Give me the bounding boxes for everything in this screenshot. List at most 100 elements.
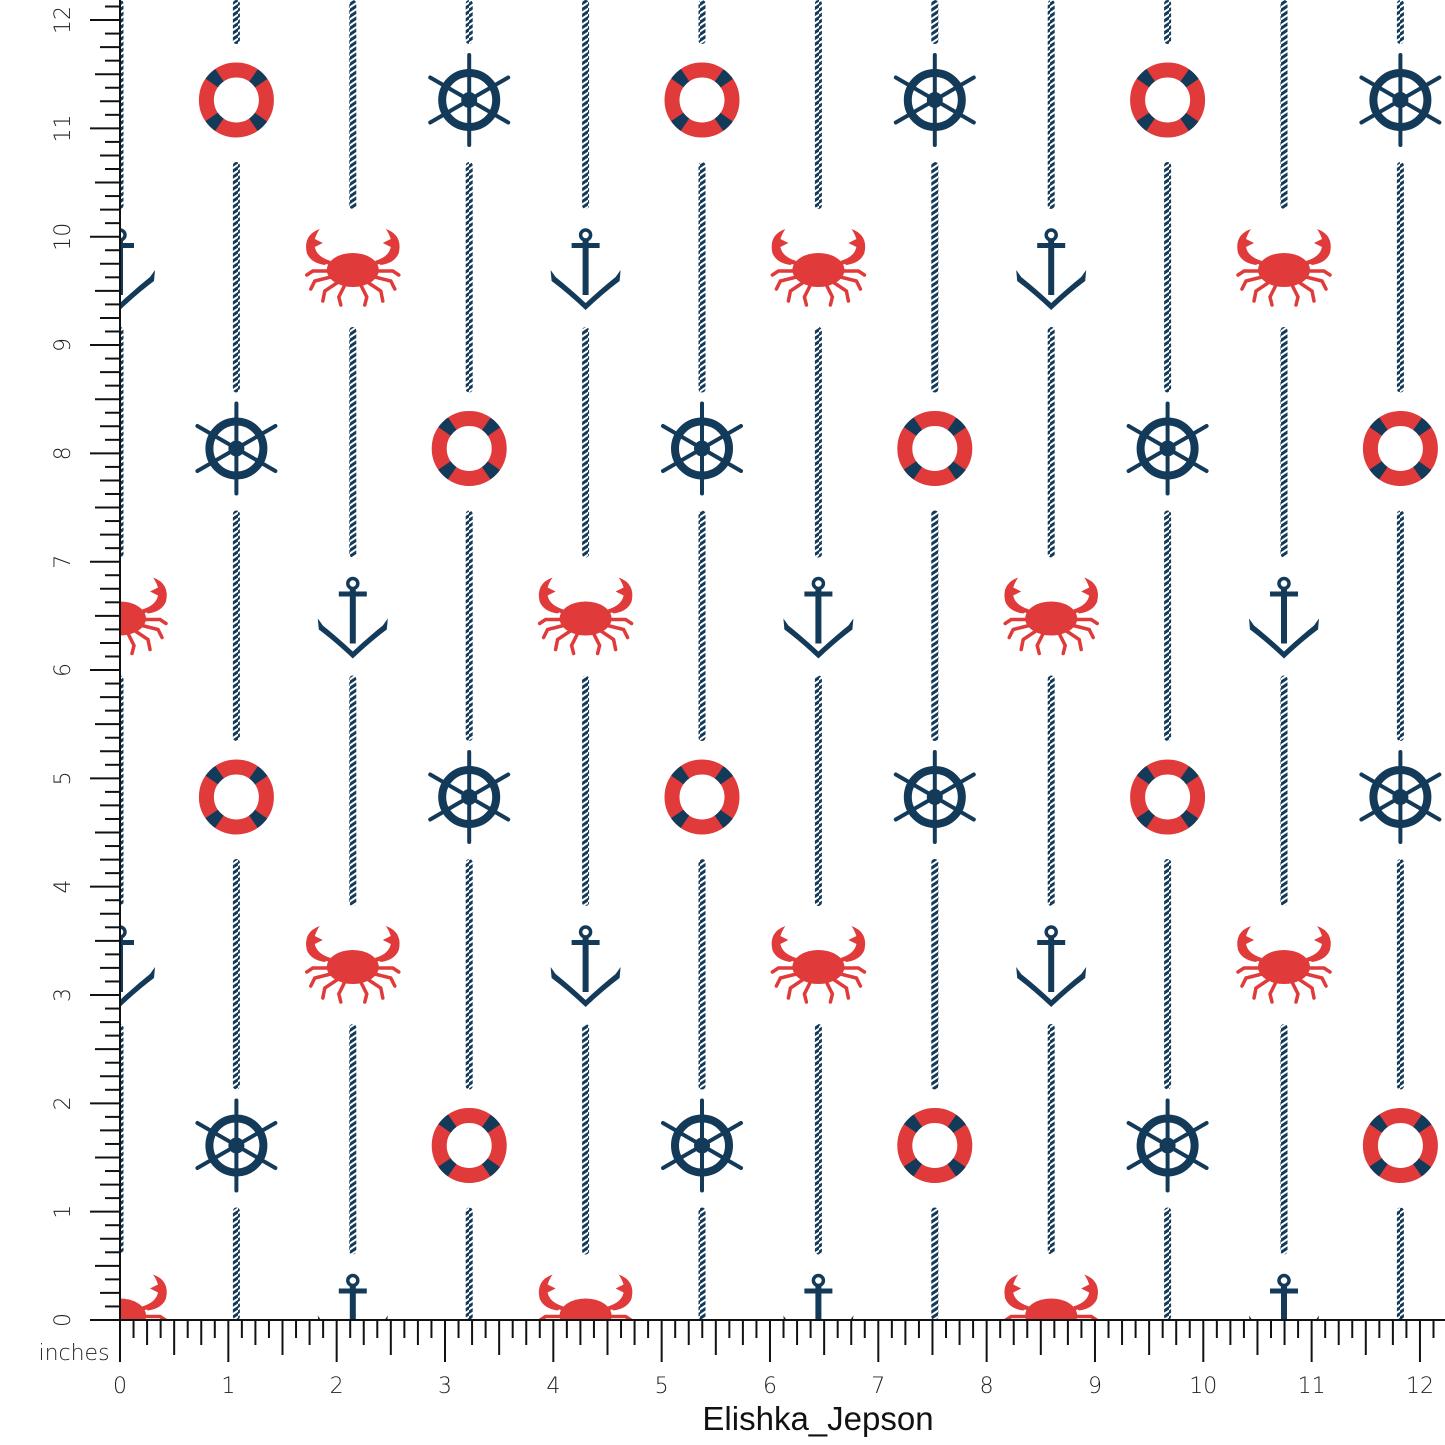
- lifebuoy-icon: [660, 755, 745, 840]
- rope-stripe: [1047, 675, 1055, 906]
- rope-stripe: [1047, 327, 1055, 558]
- y-ruler-label: 10: [51, 223, 76, 251]
- y-ruler-label: 12: [51, 6, 76, 34]
- y-ruler-label: 2: [51, 1096, 76, 1110]
- crab-icon: [1002, 575, 1100, 656]
- rope-stripe: [1396, 1207, 1404, 1320]
- lifebuoy-icon: [194, 58, 279, 143]
- x-ruler-label: 1: [221, 1374, 235, 1399]
- y-ruler-label: 11: [51, 114, 76, 142]
- rope-stripe: [349, 1024, 357, 1255]
- rope-stripe: [582, 327, 590, 558]
- rope-stripe: [232, 859, 240, 1090]
- y-ruler-label: 7: [51, 555, 76, 569]
- rope-stripe: [814, 1024, 822, 1255]
- rope-stripe: [1164, 859, 1172, 1090]
- ship-wheel-icon: [197, 404, 275, 494]
- rope-stripe: [1396, 859, 1404, 1090]
- rope-stripe: [349, 0, 357, 209]
- anchor-icon: [316, 1273, 390, 1320]
- rope-stripe: [931, 162, 939, 393]
- unit-label: inches: [38, 1341, 109, 1366]
- anchor-icon: [781, 576, 856, 661]
- rope-stripe: [1280, 327, 1288, 558]
- crab-icon: [769, 227, 867, 307]
- ship-wheel-icon: [663, 404, 741, 494]
- ship-wheel-icon: [663, 1101, 741, 1191]
- rope-stripe: [582, 1024, 590, 1255]
- pattern-area: [120, 0, 1443, 1320]
- lifebuoy-icon: [1358, 406, 1443, 491]
- rope-stripe: [814, 327, 822, 558]
- x-ruler-label: 4: [546, 1374, 560, 1399]
- lifebuoy-icon: [194, 755, 279, 840]
- anchor-icon: [316, 576, 390, 661]
- ship-wheel-icon: [1129, 404, 1207, 494]
- anchor-icon: [548, 228, 623, 312]
- x-ruler-label: 11: [1298, 1374, 1326, 1399]
- crab-icon: [304, 924, 402, 1004]
- rope-stripe: [698, 859, 706, 1090]
- crab-icon: [304, 227, 402, 307]
- ship-wheel-icon: [896, 55, 974, 145]
- rope-stripe: [232, 162, 240, 393]
- rope-stripe: [1164, 1207, 1172, 1320]
- rope-stripe: [1047, 1024, 1055, 1255]
- ship-wheel-icon: [1361, 55, 1439, 145]
- anchor-icon: [781, 1273, 856, 1320]
- rope-stripe: [232, 510, 240, 741]
- x-ruler-label: 12: [1406, 1374, 1434, 1399]
- y-ruler-label: 1: [51, 1205, 76, 1219]
- x-ruler-label: 10: [1189, 1374, 1217, 1399]
- lifebuoy-icon: [427, 1103, 512, 1188]
- anchor-icon: [1014, 228, 1088, 312]
- rope-stripe: [1396, 510, 1404, 741]
- crab-icon: [1235, 924, 1333, 1004]
- x-ruler-label: 5: [655, 1374, 669, 1399]
- y-ruler-label: 0: [51, 1313, 76, 1327]
- crab-icon: [537, 575, 635, 656]
- y-ruler-label: 6: [51, 663, 76, 677]
- rope-stripe: [814, 0, 822, 209]
- rope-stripe: [931, 0, 939, 44]
- rope-stripe: [1164, 0, 1172, 44]
- rope-stripe: [698, 510, 706, 741]
- rope-stripe: [465, 162, 473, 393]
- x-ruler-label: 9: [1088, 1374, 1102, 1399]
- x-ruler-label: 6: [763, 1374, 777, 1399]
- ship-wheel-icon: [1129, 1101, 1207, 1191]
- anchor-icon: [1247, 576, 1321, 661]
- lifebuoy-icon: [892, 1103, 977, 1188]
- x-ruler-label: 7: [871, 1374, 885, 1399]
- x-ruler-label: 8: [980, 1374, 994, 1399]
- anchor-icon: [548, 925, 623, 1009]
- x-ruler-label: 2: [330, 1374, 344, 1399]
- rope-stripe: [232, 1207, 240, 1320]
- x-ruler-label: 0: [113, 1374, 127, 1399]
- rope-stripe: [465, 0, 473, 44]
- y-ruler-label: 4: [51, 880, 76, 894]
- designer-name: Elishka_Jepson: [702, 1400, 933, 1437]
- ship-wheel-icon: [197, 1101, 275, 1191]
- crab-icon: [769, 924, 867, 1004]
- crab-icon: [1002, 1272, 1100, 1320]
- lifebuoy-icon: [1125, 58, 1210, 143]
- rope-stripe: [1280, 675, 1288, 906]
- rope-stripe: [1164, 510, 1172, 741]
- ship-wheel-icon: [430, 55, 508, 145]
- rope-stripe: [1396, 0, 1404, 44]
- rope-stripe: [349, 327, 357, 558]
- rope-stripe: [814, 675, 822, 906]
- rope-stripe: [1396, 162, 1404, 393]
- rope-stripe: [582, 675, 590, 906]
- lifebuoy-icon: [427, 406, 512, 491]
- rope-stripe: [465, 859, 473, 1090]
- rope-stripe: [1164, 162, 1172, 393]
- rope-stripe: [698, 0, 706, 44]
- lifebuoy-icon: [660, 58, 745, 143]
- rope-stripe: [931, 1207, 939, 1320]
- rope-stripe: [698, 162, 706, 393]
- lifebuoy-icon: [1125, 755, 1210, 840]
